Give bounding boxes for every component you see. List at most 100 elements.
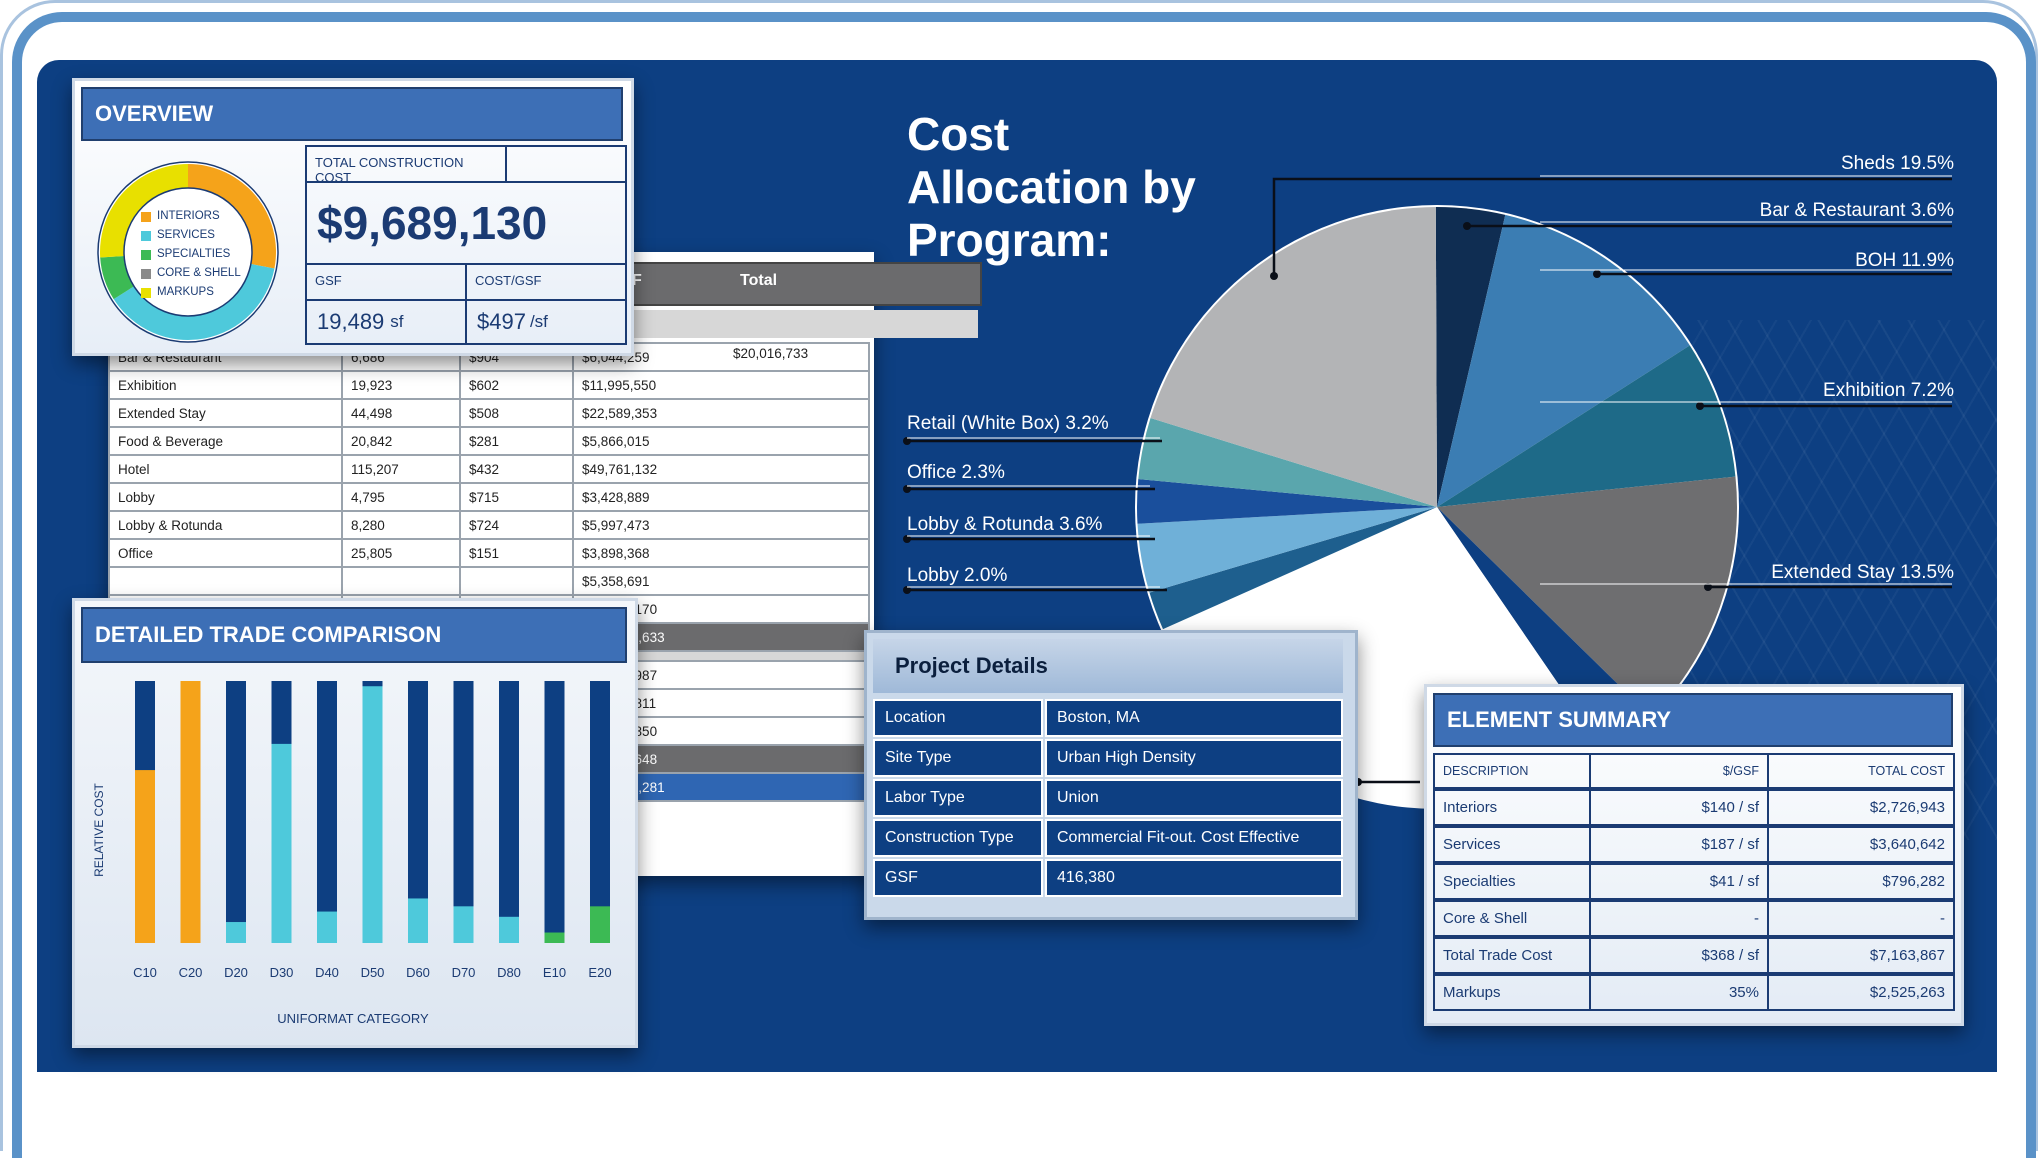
total-cost-label: TOTAL CONSTRUCTION COST <box>305 145 507 185</box>
legend-swatch <box>141 287 151 298</box>
table-cell: 8,280 <box>341 510 461 540</box>
table-header <box>628 262 982 306</box>
table-cell: $5,866,015 <box>572 426 870 456</box>
project-detail-row: Site Type Urban High Density <box>873 739 1343 777</box>
donut-segment <box>100 164 188 258</box>
table-cell: $41 / sf <box>1589 863 1769 900</box>
gsf-value: 19,489 <box>317 309 385 334</box>
table-cell: $3,898,368 <box>572 538 870 568</box>
table-cell: 4,795 <box>341 482 461 512</box>
table-cell: Lobby <box>108 482 343 512</box>
table-cell: $2,525,263 <box>1767 974 1955 1011</box>
pie-label-extended-stay: Extended Stay 13.5% <box>1771 562 1954 583</box>
leader-line <box>1272 177 1952 276</box>
table-cell: $140 / sf <box>1589 789 1769 826</box>
project-detail-value: 416,380 <box>1045 859 1343 897</box>
pie-label-sheds: Sheds 19.5% <box>1840 153 1954 174</box>
gsf-label: GSF <box>305 263 467 301</box>
table-cell: - <box>1767 900 1955 937</box>
table-header-partial: F <box>632 272 642 289</box>
project-details-title: Project Details <box>873 639 1343 693</box>
project-detail-key: Site Type <box>873 739 1043 777</box>
tick-label: C20 <box>179 965 203 980</box>
table-cell: $3,640,642 <box>1767 826 1955 863</box>
leader-dot <box>1704 583 1712 591</box>
tick-label: D20 <box>224 965 248 980</box>
table-cell: $2,726,943 <box>1767 789 1955 826</box>
pie-slice <box>1437 214 1690 507</box>
table-cell: $151 <box>459 538 574 568</box>
legend-item: SPECIALTIES <box>141 245 241 264</box>
leader-dot <box>903 485 911 493</box>
pie-slice <box>1150 207 1437 508</box>
overview-title: OVERVIEW <box>81 87 623 141</box>
pie-slice <box>1149 507 1437 630</box>
table-cell: $5,997,473 <box>572 510 870 540</box>
leader-dot <box>903 586 911 594</box>
table-cell: Food & Beverage <box>108 426 343 456</box>
legend-swatch <box>141 211 151 222</box>
project-detail-value: Boston, MA <box>1045 699 1343 737</box>
legend-swatch <box>141 268 151 279</box>
bar-D50 <box>362 686 383 943</box>
legend-label: CORE & SHELL <box>157 267 241 279</box>
pie-slice <box>1437 345 1736 507</box>
program-table-body: Bar & Restaurant 6,686 $904 $6,044,259 Exhib… <box>108 342 870 802</box>
table-cell: Markups <box>1433 974 1591 1011</box>
cost-per-gsf-label: COST/GSF <box>465 263 627 301</box>
bar-track-D60 <box>408 681 428 943</box>
leader-dot <box>1593 270 1601 278</box>
pie-slice <box>1137 479 1437 524</box>
pie-label-lobby-rotunda: Lobby & Rotunda 3.6% <box>907 514 1103 535</box>
table-cell: $508 <box>459 398 574 428</box>
project-detail-value: Union <box>1045 779 1343 817</box>
leader-dot <box>1696 402 1704 410</box>
pie-label-retail: Retail (White Box) 3.2% <box>907 413 1109 434</box>
project-detail-row: Location Boston, MA <box>873 699 1343 737</box>
table-cell: $281 <box>459 426 574 456</box>
project-detail-value: Urban High Density <box>1045 739 1343 777</box>
pie-label-lobby: Lobby 2.0% <box>907 565 1008 586</box>
tick-label: E10 <box>543 965 566 980</box>
table-cell: 19,923 <box>341 370 461 400</box>
donut-segment <box>188 164 276 269</box>
table-cell: $49,761,132 <box>572 454 870 484</box>
bar-track-D40 <box>317 681 337 943</box>
leader-dot <box>1270 272 1278 280</box>
bar-D20 <box>226 922 246 943</box>
project-detail-row: Labor Type Union <box>873 779 1343 817</box>
tick-label: D80 <box>497 965 521 980</box>
leader-dot <box>903 535 911 543</box>
table-row: Lobby & Rotunda 8,280 $724 $5,997,473 <box>108 510 870 540</box>
legend-item: MARKUPS <box>141 283 241 302</box>
project-detail-key: Location <box>873 699 1043 737</box>
bar-D40 <box>317 911 337 943</box>
table-section-band <box>628 310 978 338</box>
legend-label: SPECIALTIES <box>157 248 231 260</box>
table-cell: Core & Shell <box>1433 900 1591 937</box>
tick-label: D60 <box>406 965 430 980</box>
element-summary-card: ELEMENT SUMMARY DESCRIPTION $/GSF TOTAL CO… <box>1424 684 1964 1026</box>
legend-label: SERVICES <box>157 229 215 241</box>
table-row: Extended Stay 44,498 $508 $22,589,353 <box>108 398 870 428</box>
legend-swatch <box>141 249 151 260</box>
table-cell: Hotel <box>108 454 343 484</box>
table-cell: $11,995,550 <box>572 370 870 400</box>
table-cell: $432 <box>459 454 574 484</box>
pie-slice <box>1435 207 1506 507</box>
tick-label: C10 <box>133 965 157 980</box>
trade-ylabel: RELATIVE COST <box>92 783 106 877</box>
table-cell: $22,589,353 <box>572 398 870 428</box>
pie-title: Cost Allocation by Program: <box>907 108 1207 267</box>
tick-label: D30 <box>270 965 294 980</box>
table-cell: Specialties <box>1433 863 1591 900</box>
bar-track-D80 <box>499 681 519 943</box>
donut-segment <box>113 263 275 340</box>
gsf-unit: sf <box>390 312 404 331</box>
table-cell: 35% <box>1589 974 1769 1011</box>
pie-slice <box>1138 418 1437 507</box>
pie-title-text: Cost Allocation by Program: <box>907 108 1196 266</box>
pie-label-exhibition: Exhibition 7.2% <box>1823 380 1954 401</box>
table-cell: $187 / sf <box>1589 826 1769 863</box>
table-header-total: Total <box>740 272 778 289</box>
